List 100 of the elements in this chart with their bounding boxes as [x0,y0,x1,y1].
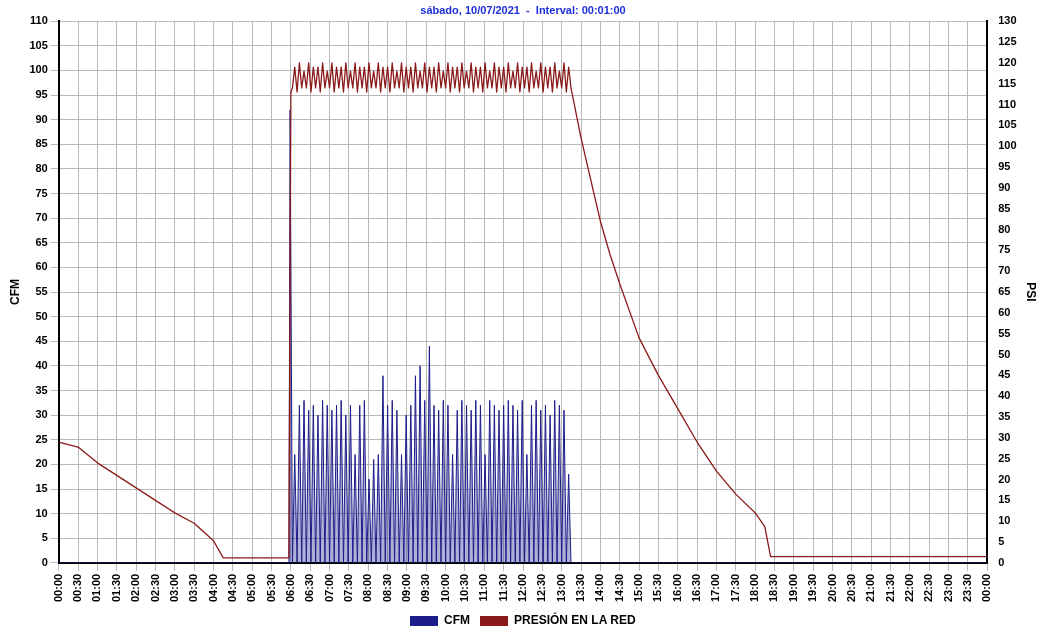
x-tick-label: 04:30 [225,573,238,603]
x-tick-label: 21:00 [864,573,877,603]
y2-tick-label: 120 [998,55,1017,68]
y-tick-label: 35 [35,383,48,396]
x-tick-label: 10:30 [458,573,470,603]
y2-tick-label: 45 [998,368,1011,381]
x-tick-label: 07:30 [341,573,354,603]
y-tick-label: 95 [35,88,48,101]
y2-tick-label: 95 [998,160,1011,173]
y2-tick-label: 90 [998,180,1011,193]
y-tick-label: 75 [35,186,48,199]
y2-tick-label: 65 [998,285,1011,298]
y2-tick-label: 125 [998,35,1017,48]
x-tick-label: 16:30 [690,573,703,603]
y2-tick-label: 5 [998,535,1005,548]
x-tick-label: 10:00 [438,573,451,603]
y-tick-label: 85 [35,137,48,150]
y-tick-label: 60 [35,260,48,273]
x-tick-label: 11:00 [477,573,490,602]
y2-tick-label: 85 [998,201,1011,214]
y-tick-label: 15 [35,482,48,495]
legend-label: PRESIÓN EN LA RED [513,612,636,628]
x-tick-label: 21:30 [883,573,896,603]
y-tick-label: 110 [30,14,48,27]
y2-tick-label: 115 [998,76,1016,89]
x-tick-label: 06:00 [283,573,296,603]
x-tick-label: 23:00 [941,573,954,603]
x-tick-label: 22:00 [902,573,915,603]
y2-tick-label: 70 [998,264,1011,277]
y2-tick-label: 75 [998,243,1011,256]
y2-tick-label: 35 [998,410,1011,423]
x-tick-label: 17:30 [728,573,741,603]
x-tick-label: 18:30 [767,573,780,603]
x-tick-label: 05:30 [264,573,277,603]
x-tick-label: 03:00 [167,573,180,603]
x-tick-label: 08:00 [361,573,374,603]
y-tick-label: 45 [35,334,48,347]
y2-tick-label: 25 [998,451,1011,464]
y-tick-label: 70 [35,211,48,224]
x-tick-label: 00:00 [980,573,993,603]
x-tick-label: 15:30 [651,573,664,603]
y2-tick-label: 50 [998,347,1011,360]
y-tick-label: 80 [35,161,48,174]
x-tick-label: 14:00 [593,573,606,603]
x-tick-label: 19:30 [806,573,819,603]
y2-tick-label: 100 [998,139,1017,152]
x-tick-label: 23:30 [960,573,973,603]
y2-tick-label: 60 [998,305,1011,318]
x-tick-label: 12:00 [516,573,529,603]
x-tick-label: 09:00 [399,573,412,603]
y-tick-label: 30 [35,408,48,421]
y-tick-label: 10 [35,506,48,519]
x-tick-label: 05:00 [245,573,258,603]
x-tick-label: 03:30 [187,573,200,603]
legend-label: CFM [444,613,470,628]
y2-tick-label: 30 [998,430,1011,443]
x-tick-label: 07:00 [322,573,335,603]
y2-axis-title: PSI [1024,282,1039,302]
x-tick-label: 08:30 [380,573,393,603]
x-tick-label: 01:30 [109,573,122,603]
x-tick-label: 00:00 [51,573,64,603]
x-tick-label: 13:30 [574,573,587,603]
y2-tick-label: 10 [998,514,1011,527]
x-tick-label: 20:00 [825,573,838,603]
x-tick-label: 02:30 [148,573,161,603]
x-tick-label: 04:00 [206,573,219,603]
y-tick-label: 25 [35,432,48,445]
y-tick-label: 5 [41,531,48,544]
x-tick-label: 16:00 [670,573,683,603]
y-tick-label: 0 [41,555,48,568]
y-tick-label: 50 [35,309,48,322]
y2-tick-label: 80 [998,222,1011,235]
y2-tick-label: 105 [998,118,1017,131]
x-tick-label: 01:00 [90,573,103,603]
y2-tick-label: 130 [998,14,1017,27]
y-tick-label: 55 [35,285,48,298]
x-tick-label: 12:30 [535,573,548,603]
x-tick-label: 15:00 [632,573,645,603]
x-tick-label: 19:00 [786,573,799,603]
x-tick-label: 18:00 [748,573,761,603]
x-tick-label: 09:30 [419,573,432,603]
x-tick-label: 13:00 [554,573,567,603]
y-tick-label: 90 [35,112,48,125]
x-tick-label: 17:00 [709,573,722,603]
y2-tick-label: 110 [998,97,1016,110]
y-tick-label: 105 [29,38,48,51]
x-tick-label: 11:30 [496,573,509,602]
y-axis-title: CFM [7,279,22,306]
y2-tick-label: 20 [998,472,1011,485]
y-tick-label: 20 [35,457,48,470]
y-tick-label: 100 [29,63,48,76]
x-tick-label: 14:30 [612,573,625,603]
x-tick-label: 22:30 [922,573,935,603]
y2-tick-label: 55 [998,326,1011,339]
chart-title: sábado, 10/07/2021 - Interval: 00:01:00 [420,3,626,16]
y-tick-label: 40 [35,358,48,371]
x-tick-label: 20:30 [844,573,857,603]
y2-tick-label: 40 [998,389,1011,402]
x-tick-label: 00:30 [71,573,84,603]
y2-tick-label: 0 [998,555,1005,568]
